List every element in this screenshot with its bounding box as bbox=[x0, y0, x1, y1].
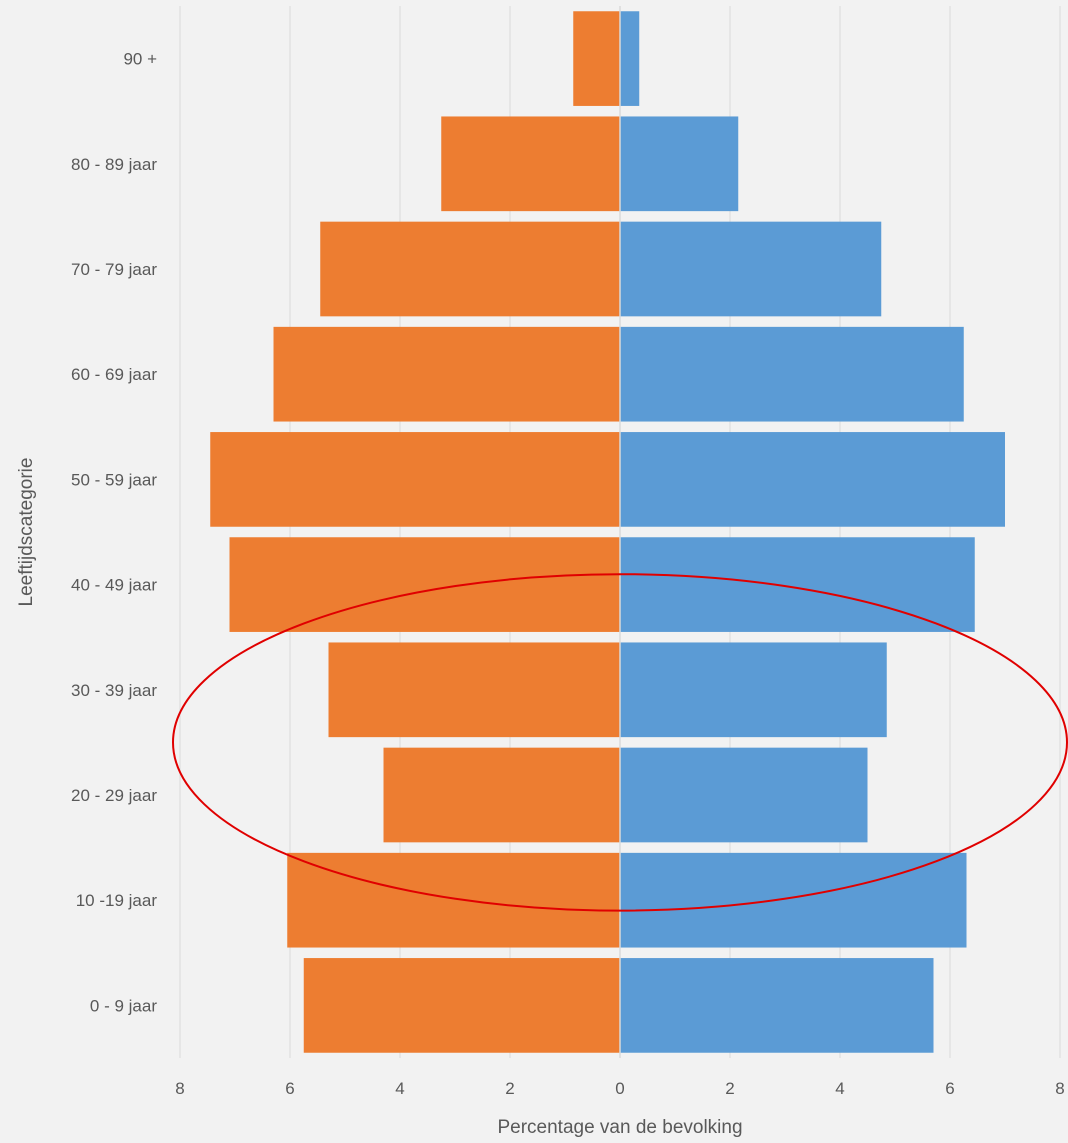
x-tick-label-3: 2 bbox=[505, 1079, 514, 1098]
y-tick-label-4: 40 - 49 jaar bbox=[71, 576, 157, 595]
bar-left-0 bbox=[303, 958, 620, 1053]
bar-left-8 bbox=[441, 116, 620, 212]
x-tick-label-8: 8 bbox=[1055, 1079, 1064, 1098]
bar-left-9 bbox=[573, 11, 620, 106]
y-tick-label-5: 50 - 59 jaar bbox=[71, 470, 157, 489]
bar-right-6 bbox=[620, 326, 964, 422]
bar-left-6 bbox=[273, 326, 620, 422]
x-tick-label-1: 6 bbox=[285, 1079, 294, 1098]
y-tick-label-2: 20 - 29 jaar bbox=[71, 786, 157, 805]
bar-right-5 bbox=[620, 432, 1005, 527]
bar-left-1 bbox=[287, 852, 620, 948]
y-axis-title: Leeftijdscategorie bbox=[16, 458, 37, 607]
y-tick-label-0: 0 - 9 jaar bbox=[90, 996, 157, 1015]
x-tick-labels: 8 6 4 2 0 2 4 6 8 bbox=[175, 1079, 1064, 1098]
bar-left-7 bbox=[320, 221, 620, 317]
bar-right-0 bbox=[620, 958, 934, 1053]
annotation-ellipse bbox=[172, 573, 1068, 912]
bar-right-3 bbox=[620, 642, 887, 738]
bar-left-3 bbox=[328, 642, 620, 738]
bar-right-1 bbox=[620, 852, 967, 948]
x-axis-title: Percentage van de bevolking bbox=[497, 1117, 742, 1138]
bars bbox=[210, 11, 1005, 1053]
y-tick-label-1: 10 -19 jaar bbox=[76, 891, 158, 910]
y-tick-label-6: 60 - 69 jaar bbox=[71, 365, 157, 384]
x-tick-label-6: 4 bbox=[835, 1079, 844, 1098]
x-tick-label-7: 6 bbox=[945, 1079, 954, 1098]
x-tick-label-5: 2 bbox=[725, 1079, 734, 1098]
y-tick-label-7: 70 - 79 jaar bbox=[71, 260, 157, 279]
bar-right-7 bbox=[620, 221, 882, 317]
bar-left-2 bbox=[383, 747, 620, 843]
y-tick-label-3: 30 - 39 jaar bbox=[71, 681, 157, 700]
bar-right-8 bbox=[620, 116, 739, 212]
bar-left-5 bbox=[210, 432, 620, 527]
y-tick-label-8: 80 - 89 jaar bbox=[71, 155, 157, 174]
bar-right-9 bbox=[620, 11, 640, 106]
y-tick-label-9: 90 + bbox=[123, 50, 157, 69]
bar-right-2 bbox=[620, 747, 868, 843]
y-tick-labels: 0 - 9 jaar 10 -19 jaar 20 - 29 jaar 30 - 39… bbox=[71, 50, 157, 1016]
bar-left-4 bbox=[229, 537, 620, 632]
x-tick-label-0: 8 bbox=[175, 1079, 184, 1098]
x-tick-label-4: 0 bbox=[615, 1079, 624, 1098]
x-tick-label-2: 4 bbox=[395, 1079, 404, 1098]
